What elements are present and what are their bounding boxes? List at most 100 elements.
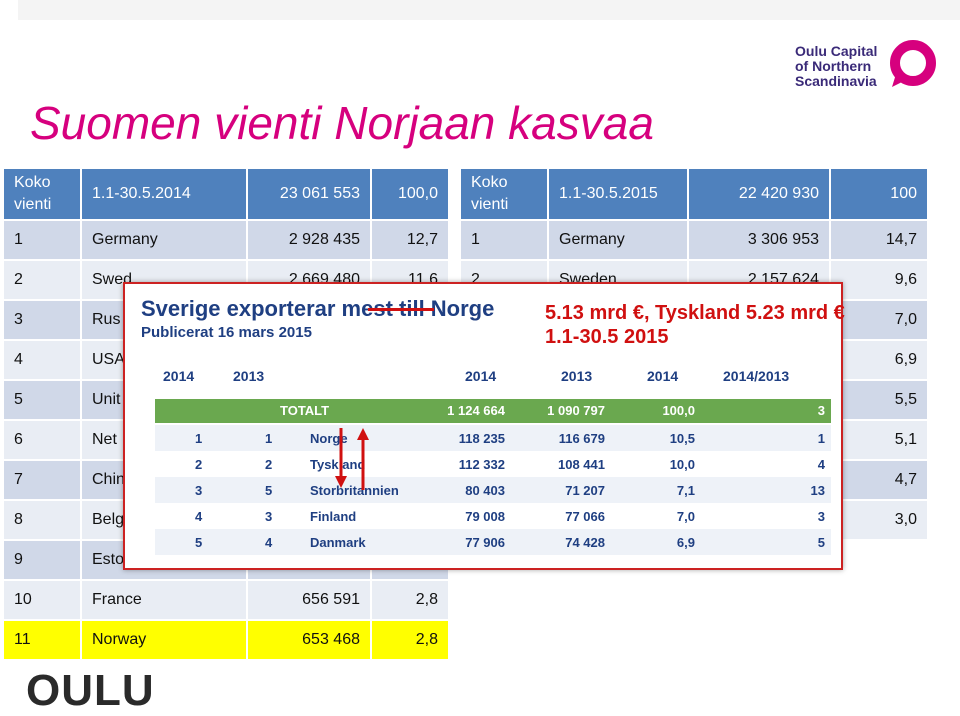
table-row: 1 Germany 3 306 953 14,7 bbox=[461, 220, 929, 261]
share-cell: 12,7 bbox=[371, 220, 450, 261]
rank-cell: 5 bbox=[4, 380, 82, 421]
swedish-export-screenshot: Sverige exporterar mest till Norge Publi… bbox=[123, 282, 845, 570]
col-header: 2014 bbox=[647, 368, 679, 384]
rank-cell: 11 bbox=[4, 620, 82, 661]
overlay-row: 1 1 Norge 118 235 116 679 10,5 1 bbox=[155, 425, 831, 451]
country-name: Tyskland bbox=[310, 457, 366, 472]
total-2013: 1 090 797 bbox=[547, 403, 605, 418]
country-name: Norge bbox=[310, 431, 348, 446]
share-cell: 7,0 bbox=[830, 300, 929, 341]
header-share: 100,0 bbox=[371, 169, 450, 221]
col-header: 2014 bbox=[163, 368, 195, 384]
rank-cell: 1 bbox=[461, 220, 549, 261]
rank-2013: 5 bbox=[265, 483, 273, 498]
rank-cell: 7 bbox=[4, 460, 82, 501]
rank-2013: 1 bbox=[265, 431, 273, 446]
total-2014: 1 124 664 bbox=[447, 403, 505, 418]
overlay-row: 2 2 Tyskland 112 332 108 441 10,0 4 bbox=[155, 451, 831, 477]
share-cell: 5,5 bbox=[830, 380, 929, 421]
rank-change-arrows-icon bbox=[335, 428, 369, 490]
overlay-published: Publicerat 16 mars 2015 bbox=[141, 324, 312, 341]
share-value: 7,1 bbox=[676, 483, 695, 498]
change-value: 4 bbox=[817, 457, 825, 472]
overlay-row: 5 4 Danmark 77 906 74 428 6,9 5 bbox=[155, 529, 831, 555]
col-header: 2014 bbox=[465, 368, 497, 384]
change-value: 5 bbox=[817, 535, 825, 550]
table-header-row: Koko vienti 1.1-30.5.2015 22 420 930 100 bbox=[461, 169, 929, 221]
country-name: Storbritannien bbox=[310, 483, 399, 498]
rank-2013: 2 bbox=[265, 457, 273, 472]
overlay-note: 5.13 mrd €, Tyskland 5.23 mrd € bbox=[545, 302, 845, 324]
total-row: TOTALT 1 124 664 1 090 797 100,0 3 bbox=[155, 399, 831, 423]
col-header: 2013 bbox=[561, 368, 593, 384]
rank-2014: 1 bbox=[195, 431, 203, 446]
value-cell: 653 468 bbox=[247, 620, 372, 661]
value-2014: 118 235 bbox=[458, 431, 505, 446]
overlay-row: 4 3 Finland 79 008 77 066 7,0 3 bbox=[155, 503, 831, 529]
value-2014: 80 403 bbox=[465, 483, 505, 498]
rank-cell: 3 bbox=[4, 300, 82, 341]
value-2013: 108 441 bbox=[558, 457, 605, 472]
share-value: 10,0 bbox=[669, 457, 695, 472]
rank-cell: 8 bbox=[4, 500, 82, 541]
brand-line: Oulu Capital bbox=[795, 43, 878, 59]
top-strip bbox=[18, 0, 960, 20]
header-total: 23 061 553 bbox=[247, 169, 372, 221]
rank-2013: 3 bbox=[265, 509, 273, 524]
value-cell: 656 591 bbox=[247, 580, 372, 621]
share-value: 10,5 bbox=[669, 431, 695, 446]
header-period: 1.1-30.5.2015 bbox=[548, 169, 689, 221]
value-2014: 112 332 bbox=[458, 457, 505, 472]
value-2013: 77 066 bbox=[565, 509, 605, 524]
country-name: Finland bbox=[310, 509, 357, 524]
speech-bubble-logo-icon bbox=[890, 40, 936, 87]
rank-2014: 2 bbox=[195, 457, 203, 472]
strike-line bbox=[368, 308, 434, 311]
value-2014: 77 906 bbox=[465, 535, 505, 550]
brand-text: Oulu Capital of Northern Scandinavia bbox=[795, 44, 885, 89]
total-change: 3 bbox=[817, 403, 825, 418]
table-row: 10 France 656 591 2,8 bbox=[4, 580, 450, 621]
value-2013: 71 207 bbox=[565, 483, 605, 498]
value-cell: 2 928 435 bbox=[247, 220, 372, 261]
country-cell: France bbox=[81, 580, 248, 621]
share-cell: 4,7 bbox=[830, 460, 929, 501]
value-2013: 116 679 bbox=[558, 431, 605, 446]
header-label: Koko vienti bbox=[4, 169, 82, 221]
change-value: 3 bbox=[817, 509, 825, 524]
rank-cell: 9 bbox=[4, 540, 82, 581]
share-cell: 2,8 bbox=[371, 580, 450, 621]
share-cell: 3,0 bbox=[830, 500, 929, 541]
share-cell: 9,6 bbox=[830, 260, 929, 301]
country-cell: Germany bbox=[548, 220, 689, 261]
rank-cell: 2 bbox=[4, 260, 82, 301]
share-value: 6,9 bbox=[676, 535, 695, 550]
country-name: Danmark bbox=[310, 535, 366, 550]
overlay-row: 3 5 Storbritannien 80 403 71 207 7,1 13 bbox=[155, 477, 831, 503]
overlay-title: Sverige exporterar mest till Norge bbox=[141, 296, 495, 321]
country-cell: Norway bbox=[81, 620, 248, 661]
table-row: 2 Sweden 2 157 624 9,6 bbox=[461, 260, 929, 301]
value-2014: 79 008 bbox=[465, 509, 505, 524]
table-header-row: Koko vienti 1.1-30.5.2014 23 061 553 100… bbox=[4, 169, 450, 221]
oulu-footer-logo: OULU bbox=[26, 666, 155, 715]
rank-cell: 4 bbox=[4, 340, 82, 381]
header-share: 100 bbox=[830, 169, 929, 221]
table-row: 1 Germany 2 928 435 12,7 bbox=[4, 220, 450, 261]
page-title: Suomen vienti Norjaan kasvaa bbox=[30, 97, 654, 149]
rank-cell: 1 bbox=[4, 220, 82, 261]
change-value: 1 bbox=[817, 431, 825, 446]
rank-2014: 4 bbox=[195, 509, 203, 524]
brand-line: of Northern bbox=[795, 58, 872, 74]
overlay-note: 1.1-30.5 2015 bbox=[545, 326, 669, 348]
table-row: 11 Norway 653 468 2,8 bbox=[4, 620, 450, 661]
total-label: TOTALT bbox=[280, 403, 330, 418]
share-cell: 2,8 bbox=[371, 620, 450, 661]
country-cell: Germany bbox=[81, 220, 248, 261]
share-cell: 6,9 bbox=[830, 340, 929, 381]
share-cell: 5,1 bbox=[830, 420, 929, 461]
rank-cell: 10 bbox=[4, 580, 82, 621]
header-total: 22 420 930 bbox=[688, 169, 831, 221]
rank-2014: 5 bbox=[195, 535, 203, 550]
share-value: 7,0 bbox=[676, 509, 695, 524]
